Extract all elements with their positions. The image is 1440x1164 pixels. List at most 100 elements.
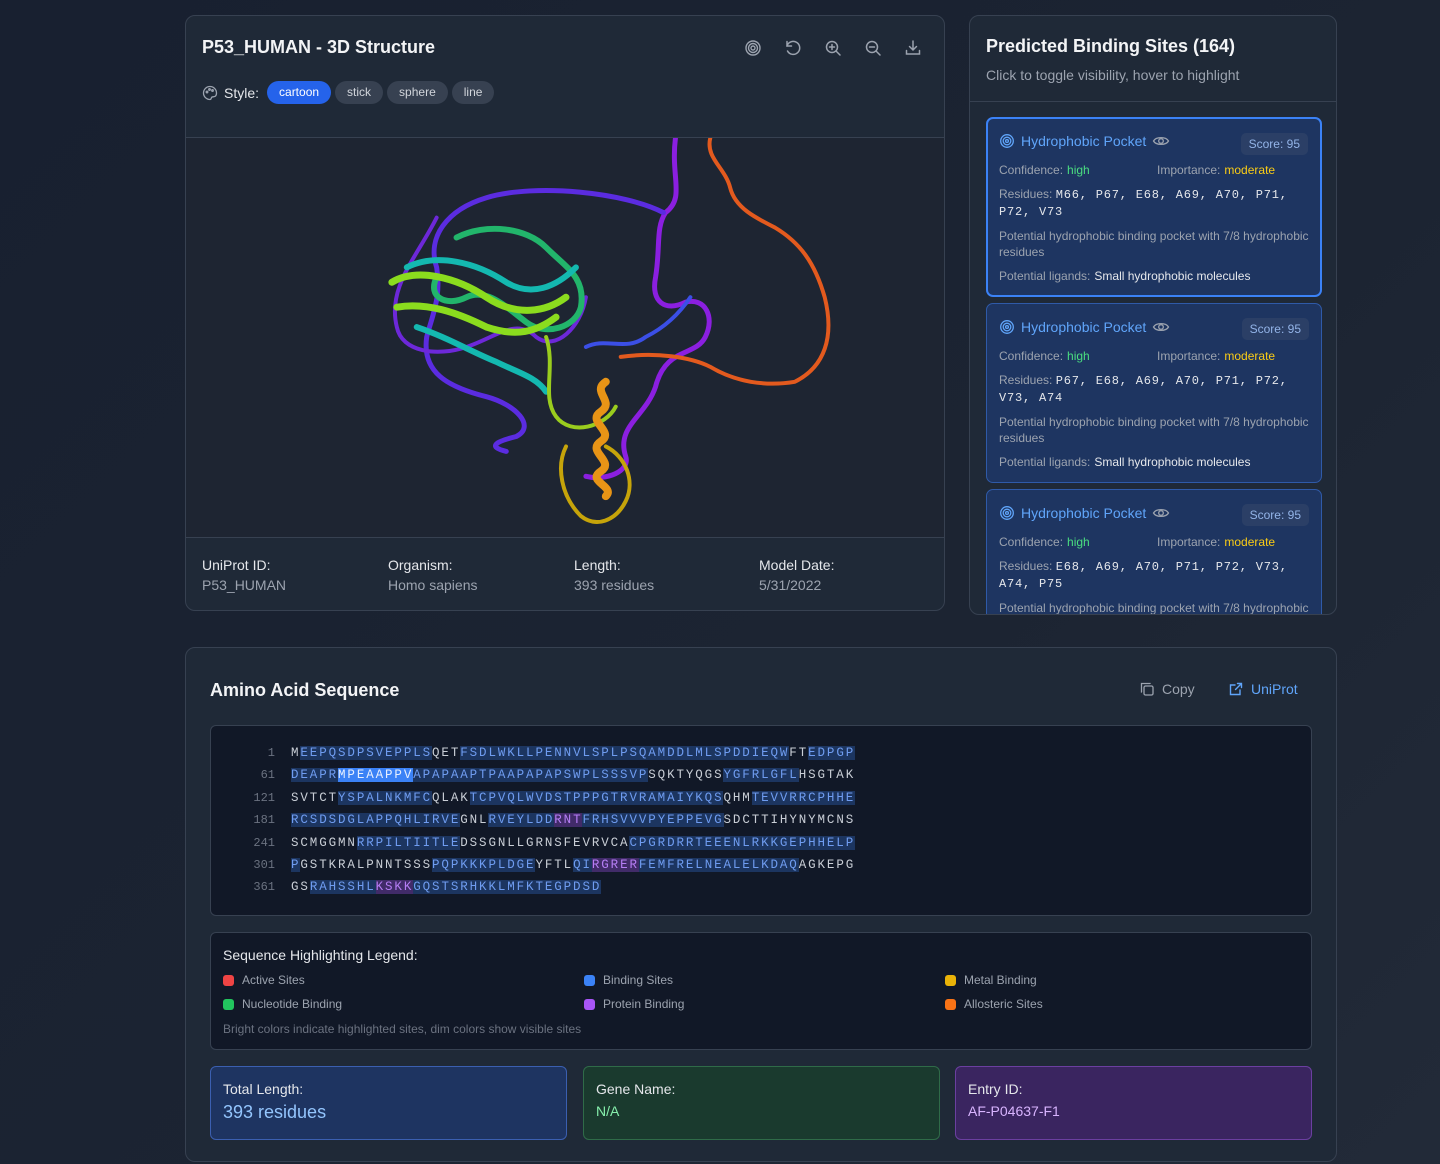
zoom-out-button[interactable] (863, 38, 883, 58)
site-name: Hydrophobic Pocket (1021, 505, 1147, 521)
residues: GSTKRALPNNTSSS (300, 858, 433, 872)
sequence-line: 61 DEAPRMPEAAPPVAPAPAAPTPAAPAPAPSWPLSSSVP… (211, 766, 1311, 784)
visibility-toggle[interactable] (1152, 505, 1170, 521)
score-badge: Score: 95 (1240, 133, 1308, 155)
highlighted-residues[interactable]: MPEAAPPV (338, 768, 414, 783)
reset-button[interactable] (783, 38, 803, 58)
viewer-title: P53_HUMAN - 3D Structure (202, 37, 436, 57)
confidence-row: Confidence: high Importance: moderate (999, 162, 1309, 178)
score-badge: Score: 95 (1241, 504, 1309, 526)
stat-value: N/A (596, 1103, 620, 1119)
info-value: 393 residues (574, 577, 655, 593)
highlighted-residues[interactable]: YSPALNKMFC (338, 790, 433, 805)
ligands: Small hydrophobic molecules (1094, 455, 1251, 469)
style-row: Style: cartoon stick sphere line (202, 81, 495, 104)
center-button[interactable] (743, 38, 763, 58)
residues: GNL (460, 813, 489, 828)
residues-label: Residues: (999, 559, 1053, 573)
confidence-label: Confidence: (999, 535, 1064, 549)
residues: SCMGGMN (291, 835, 357, 850)
legend-label: Protein Binding (603, 997, 685, 1011)
target-icon (1000, 506, 1014, 520)
importance-label: Importance: (1157, 349, 1221, 363)
highlighted-residues[interactable]: RCSDSDGLAPPQHLIRVE (291, 813, 461, 828)
highlighted-residues[interactable]: CPGRDRRTEEENLRKKGEPHHELP (629, 835, 856, 850)
residues: QLAK (432, 790, 470, 805)
legend-swatch (945, 974, 956, 986)
importance-group: Importance: moderate (1157, 348, 1275, 364)
sites-subtitle: Click to toggle visibility, hover to hig… (986, 67, 1240, 83)
importance-label: Importance: (1157, 535, 1221, 549)
visibility-toggle[interactable] (1152, 133, 1170, 149)
binding-site-card[interactable]: Hydrophobic Pocket Score: 95 Confidence: hi… (986, 117, 1322, 297)
highlighted-residues[interactable]: RAHSSHL (309, 880, 376, 895)
highlighted-residues[interactable]: RRPILTIITLE (356, 835, 461, 850)
style-option[interactable]: stick (335, 81, 384, 104)
style-option[interactable]: cartoon (267, 81, 332, 104)
line-number: 301 (253, 858, 275, 872)
legend-item: Metal Binding (945, 973, 1037, 987)
residues: YFTL (535, 858, 574, 872)
highlighted-residues[interactable]: RNT (554, 813, 583, 828)
sequence-text: MEEPQSDPSVEPPLSQETFSDLWKLLPENNVLSPLPSQAM… (291, 744, 856, 762)
copy-button[interactable]: Copy (1139, 681, 1195, 697)
style-option[interactable]: line (451, 81, 495, 104)
structure-panel: P53_HUMAN - 3D Structure Style: cartoon s… (185, 15, 945, 611)
download-button[interactable] (903, 38, 923, 58)
binding-site-card[interactable]: Hydrophobic Pocket Score: 95 Confidence: hi… (986, 303, 1322, 483)
legend-label: Nucleotide Binding (242, 997, 343, 1011)
highlighted-residues[interactable]: QI (573, 858, 592, 872)
legend-item: Active Sites (223, 973, 305, 987)
style-label: Style: (224, 84, 260, 101)
highlighted-residues[interactable]: PQPKKKPLDGE (432, 858, 536, 872)
stat-card: Entry ID: AF-P04637-F1 (955, 1066, 1312, 1140)
ligands-row: Potential ligands: Small hydrophobic mole… (999, 454, 1309, 470)
sequence-text: GSRAHSSHLKSKKGQSTSRHKKLMFKTEGPDSD (291, 878, 602, 896)
ligands-row: Potential ligands: Small hydrophobic mole… (999, 268, 1309, 284)
description: Potential hydrophobic binding pocket wit… (999, 601, 1309, 615)
residues: AGKEPG (798, 858, 856, 872)
residues: QHM (723, 790, 752, 805)
legend-item: Protein Binding (584, 997, 684, 1011)
structure-canvas[interactable] (186, 137, 945, 538)
sequence-panel: Amino Acid Sequence Copy UniProt 1 MEEPQS… (185, 647, 1337, 1162)
highlighted-residues[interactable]: YGFRLGFL (723, 768, 799, 783)
highlighted-residues[interactable]: FRHSVVVPYEPPEVG (582, 813, 724, 828)
residues: SVTCT (291, 790, 339, 805)
sequence-text: DEAPRMPEAAPPVAPAPAAPTPAAPAPAPSWPLSSSVPSQ… (291, 766, 855, 784)
binding-site-card[interactable]: Hydrophobic Pocket Score: 95 Confidence: hi… (986, 489, 1322, 615)
confidence-group: Confidence: high (999, 348, 1157, 364)
residues: QET (432, 746, 461, 760)
style-option[interactable]: sphere (387, 81, 448, 104)
residues-label: Residues: (999, 373, 1053, 387)
highlighted-residues[interactable]: TCPVQLWVDSTPPPGTRVRAMAIYKQS (469, 790, 724, 805)
importance-value: moderate (1224, 349, 1276, 363)
highlighted-residues[interactable]: FSDLWKLLPENNVLSPLPSQAMDDLMLSPDDIEQW (460, 746, 790, 760)
uniprot-link[interactable]: UniProt (1228, 681, 1298, 697)
highlighted-residues[interactable]: DEAPR (291, 768, 339, 783)
highlighted-residues[interactable]: KSKK (375, 880, 414, 895)
card-list: Hydrophobic Pocket Score: 95 Confidence: hi… (986, 117, 1322, 615)
visibility-toggle[interactable] (1152, 319, 1170, 335)
highlighted-residues[interactable]: TEVVRRCPHHE (751, 790, 856, 805)
highlighted-residues[interactable]: FEMFRELNEALELKDAQ (638, 858, 799, 872)
highlighted-residues[interactable]: EEPQSDPSVEPPLS (300, 746, 433, 760)
highlighted-residues[interactable]: P (291, 858, 301, 872)
highlighted-residues[interactable]: APAPAAPTPAAPAPAPSWPLSSSVP (413, 768, 649, 783)
sequence-line: 301 PGSTKRALPNNTSSSPQPKKKPLDGEYFTLQIRGRER… (211, 856, 1311, 874)
residues-row: Residues: M66, P67, E68, A69, A70, P71, … (999, 186, 1309, 220)
sites-title: Predicted Binding Sites (164) (986, 36, 1236, 56)
stat-label: Entry ID: (968, 1081, 1023, 1097)
highlighted-residues[interactable]: GQSTSRHKKLMFKTEGPDSD (413, 880, 602, 895)
confidence-value: high (1067, 163, 1090, 177)
highlighted-residues[interactable]: EDPGP (808, 746, 856, 760)
zoom-in-button[interactable] (823, 38, 843, 58)
legend-label: Allosteric Sites (964, 997, 1043, 1011)
highlighted-residues[interactable]: RGRER (591, 858, 639, 872)
card-header: Hydrophobic Pocket (999, 503, 1309, 523)
residues-label: Residues: (999, 187, 1053, 201)
sequence-line: 241 SCMGGMNRRPILTIITLEDSSGNLLGRNSFEVRVCAC… (211, 834, 1311, 852)
line-number: 1 (267, 746, 275, 760)
highlighted-residues[interactable]: RVEYLDD (488, 813, 555, 828)
